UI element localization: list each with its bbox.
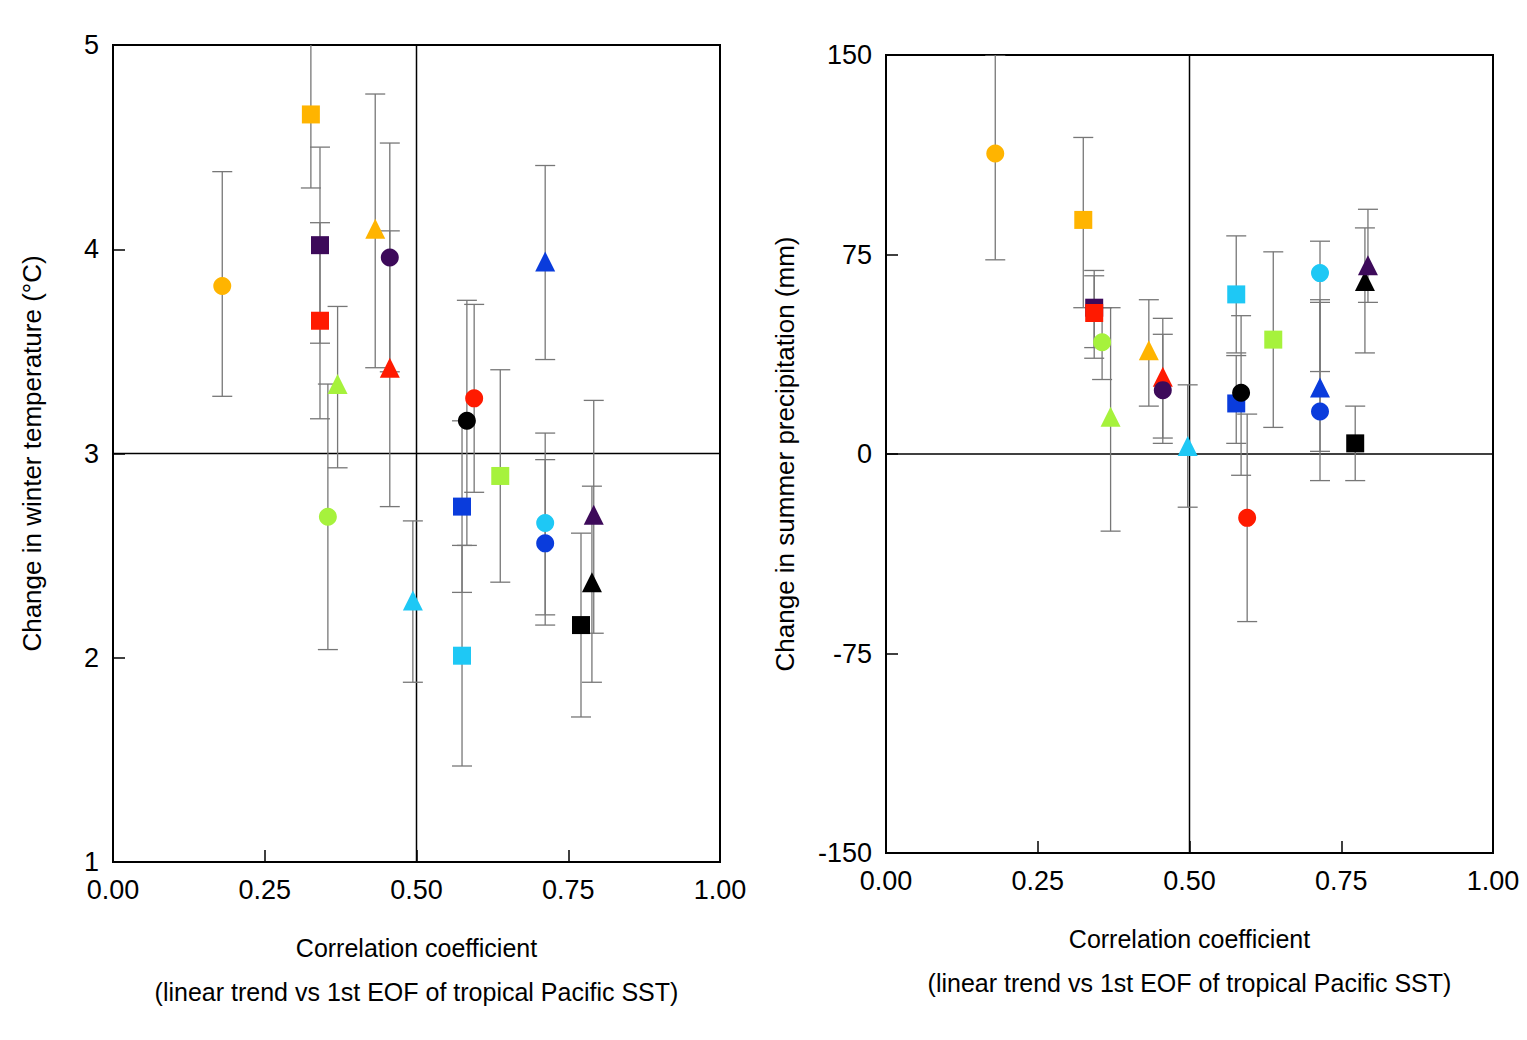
svg-text:75: 75 bbox=[842, 240, 872, 270]
svg-text:0.25: 0.25 bbox=[238, 875, 291, 905]
svg-text:4: 4 bbox=[84, 234, 99, 264]
svg-text:0.00: 0.00 bbox=[860, 866, 913, 896]
svg-text:-75: -75 bbox=[833, 639, 872, 669]
svg-text:Change in winter temperature (: Change in winter temperature (°C) bbox=[17, 255, 47, 651]
svg-text:3: 3 bbox=[84, 439, 99, 469]
svg-text:Change in summer precipitation: Change in summer precipitation (mm) bbox=[770, 237, 800, 672]
svg-text:0.75: 0.75 bbox=[542, 875, 595, 905]
svg-text:1: 1 bbox=[84, 847, 99, 877]
svg-text:0.75: 0.75 bbox=[1315, 866, 1368, 896]
svg-text:2: 2 bbox=[84, 643, 99, 673]
svg-text:1.00: 1.00 bbox=[1467, 866, 1520, 896]
svg-text:0.00: 0.00 bbox=[87, 875, 140, 905]
svg-text:0.50: 0.50 bbox=[390, 875, 443, 905]
svg-text:1.00: 1.00 bbox=[694, 875, 747, 905]
svg-text:0.25: 0.25 bbox=[1011, 866, 1064, 896]
svg-text:Correlation coefficient: Correlation coefficient bbox=[296, 934, 537, 962]
svg-text:150: 150 bbox=[827, 40, 872, 70]
svg-text:(linear trend vs 1st EOF of tr: (linear trend vs 1st EOF of tropical Pac… bbox=[155, 978, 679, 1006]
svg-text:-150: -150 bbox=[818, 838, 872, 868]
svg-text:0: 0 bbox=[857, 439, 872, 469]
svg-text:0.50: 0.50 bbox=[1163, 866, 1216, 896]
svg-text:(linear trend vs 1st EOF of tr: (linear trend vs 1st EOF of tropical Pac… bbox=[928, 969, 1452, 997]
svg-text:Correlation coefficient: Correlation coefficient bbox=[1069, 925, 1310, 953]
svg-text:5: 5 bbox=[84, 30, 99, 60]
